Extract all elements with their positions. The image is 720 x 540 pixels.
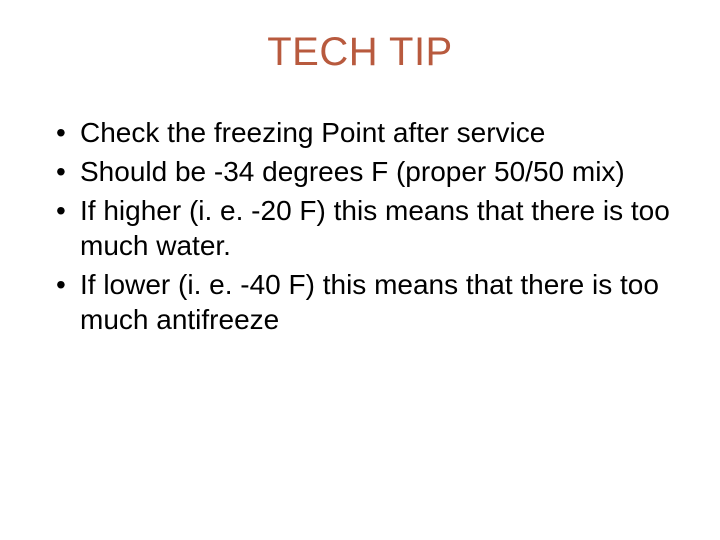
bullet-list: Check the freezing Point after service S…	[50, 115, 680, 337]
list-item: Should be -34 degrees F (proper 50/50 mi…	[50, 154, 680, 189]
slide-title: TECH TIP	[40, 30, 680, 75]
list-item: If lower (i. e. -40 F) this means that t…	[50, 267, 680, 337]
slide: TECH TIP Check the freezing Point after …	[0, 0, 720, 540]
list-item: If higher (i. e. -20 F) this means that …	[50, 193, 680, 263]
list-item: Check the freezing Point after service	[50, 115, 680, 150]
